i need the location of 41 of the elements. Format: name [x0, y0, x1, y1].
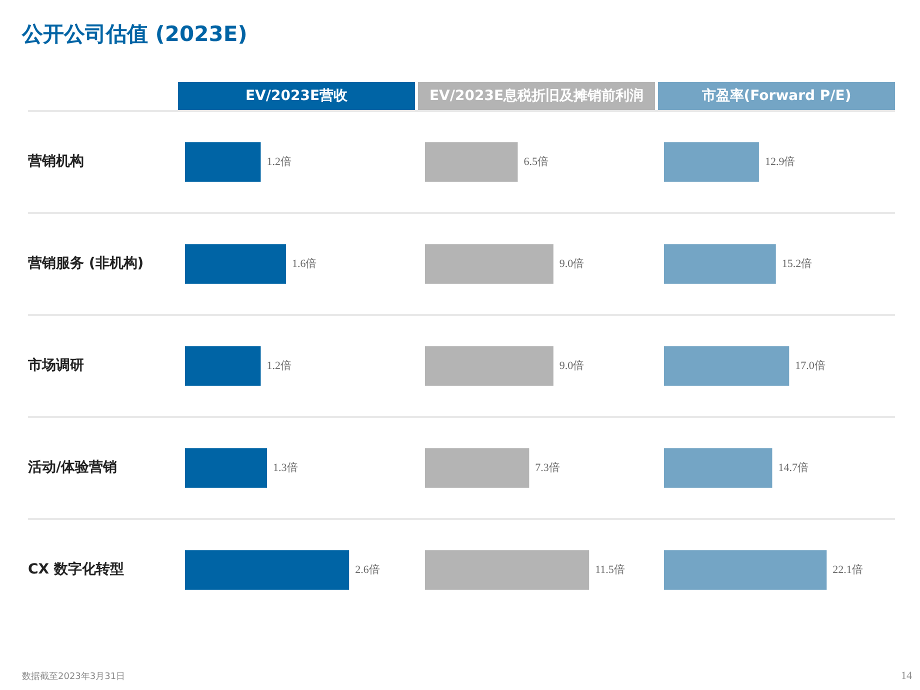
data-label: 12.9倍 [764, 154, 796, 168]
bar [185, 346, 261, 386]
bar [185, 244, 286, 284]
bar [425, 448, 530, 488]
data-label: 15.2倍 [782, 256, 812, 270]
y-tick-label: 市场调研 [27, 356, 84, 374]
bar [664, 550, 827, 590]
data-label: 6.5倍 [524, 154, 548, 168]
bar [185, 448, 268, 488]
y-tick-label: 营销服务 (非机构) [27, 256, 144, 272]
data-label: 11.5倍 [595, 562, 625, 576]
bar [664, 448, 772, 488]
chart-title: EV/2023E息税折旧及摊销前利润 [418, 82, 655, 110]
bar [425, 346, 554, 386]
bar [185, 550, 350, 590]
data-label: 7.3倍 [535, 460, 560, 474]
data-label: 2.6倍 [355, 562, 380, 576]
text: 公开公司估值 (2023E) [22, 21, 248, 48]
data-label: 9.0倍 [559, 358, 584, 372]
data-label: 1.2倍 [266, 358, 292, 372]
y-tick-label: 活动/体验营销 [27, 460, 118, 476]
chart-title: EV/2023E营收 [178, 82, 415, 110]
y-tick-label: 营销机构 [27, 154, 84, 170]
data-label: 17.0倍 [795, 358, 826, 372]
data-label: 14.7倍 [778, 460, 808, 474]
bar [425, 550, 590, 590]
y-tick-label: CX 数字化转型 [28, 560, 124, 578]
text: 数据截至2023年3月31日 [22, 670, 126, 683]
text: 14 [901, 670, 912, 682]
bar [664, 244, 776, 284]
data-label: 1.2倍 [266, 154, 292, 168]
bar [425, 244, 554, 284]
bar [185, 142, 261, 182]
bar [664, 346, 790, 386]
data-label: 22.1倍 [832, 562, 863, 576]
bar [664, 142, 759, 182]
bar [425, 142, 518, 182]
data-label: 1.6倍 [292, 256, 317, 270]
chart-title: 市盈率(Forward P/E) [658, 82, 895, 110]
data-label: 9.0倍 [559, 256, 584, 270]
data-label: 1.3倍 [273, 460, 298, 474]
